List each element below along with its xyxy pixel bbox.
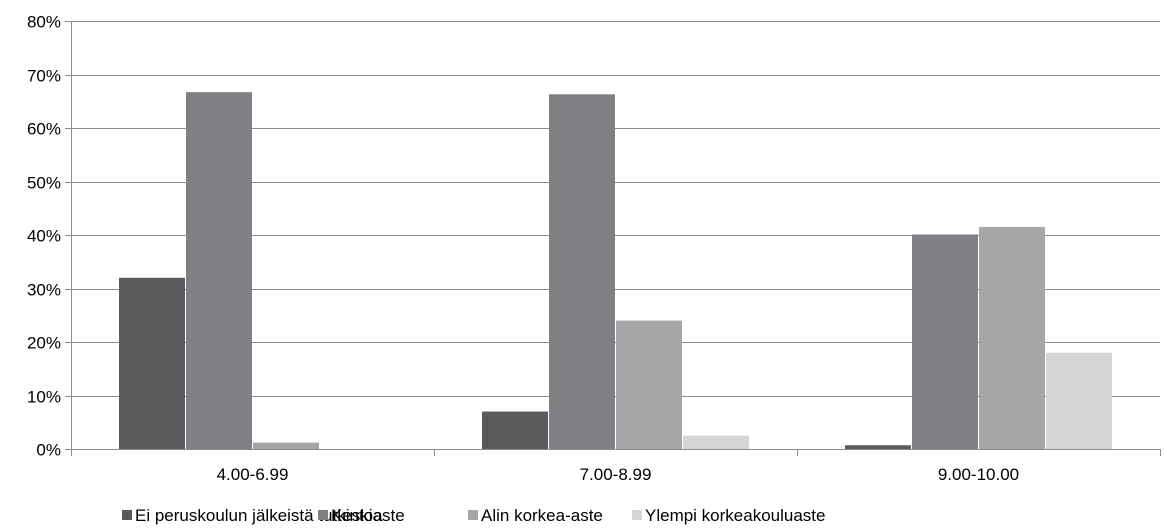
y-tick-label: 40% bbox=[27, 227, 61, 246]
y-tick-label: 80% bbox=[27, 13, 61, 32]
legend-swatch bbox=[122, 510, 132, 520]
axes bbox=[71, 21, 1161, 456]
bar bbox=[845, 445, 911, 449]
gridlines bbox=[65, 21, 1160, 450]
legend-swatch bbox=[632, 510, 642, 520]
bar bbox=[119, 277, 185, 449]
bar bbox=[912, 234, 978, 449]
y-tick-label: 50% bbox=[27, 174, 61, 193]
legend-label: Ylempi korkeakouluaste bbox=[645, 506, 825, 525]
y-tick-labels: 0% 10% 20% 30% 40% 50% 60% 70% 80% bbox=[27, 13, 61, 460]
y-tick-label: 30% bbox=[27, 281, 61, 300]
bar bbox=[683, 435, 749, 449]
bar bbox=[616, 320, 682, 449]
x-tick-label: 4.00-6.99 bbox=[217, 465, 289, 484]
legend-swatch bbox=[468, 510, 478, 520]
bar bbox=[1046, 352, 1112, 449]
legend-label: Keskiaste bbox=[331, 506, 405, 525]
bar bbox=[482, 411, 548, 449]
y-tick-label: 20% bbox=[27, 334, 61, 353]
legend: Ei peruskoulun jälkeistä tutkintoaKeskia… bbox=[122, 506, 825, 525]
y-tick-label: 0% bbox=[36, 441, 61, 460]
bar bbox=[549, 94, 615, 450]
x-tick-label: 9.00-10.00 bbox=[938, 465, 1019, 484]
bar bbox=[186, 92, 252, 449]
legend-label: Alin korkea-aste bbox=[481, 506, 603, 525]
legend-swatch bbox=[318, 510, 328, 520]
x-tick-label: 7.00-8.99 bbox=[580, 465, 652, 484]
x-tick-labels: 4.00-6.99 7.00-8.99 9.00-10.00 bbox=[217, 465, 1020, 484]
y-tick-label: 70% bbox=[27, 67, 61, 86]
y-tick-label: 60% bbox=[27, 120, 61, 139]
bars bbox=[119, 92, 1112, 450]
y-tick-label: 10% bbox=[27, 388, 61, 407]
bar bbox=[253, 442, 319, 449]
bar bbox=[979, 226, 1045, 449]
